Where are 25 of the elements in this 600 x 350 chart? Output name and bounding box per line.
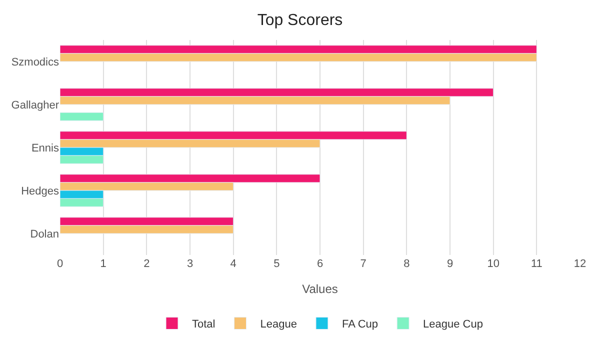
x-tick-label: 10	[487, 258, 500, 270]
x-tick-label: 2	[144, 258, 150, 270]
chart-title: Top Scorers	[257, 12, 343, 30]
y-tick-label: Gallagher	[11, 99, 60, 112]
y-tick-label: Hedges	[21, 185, 60, 198]
y-tick-label: Ennis	[31, 142, 60, 154]
x-tick-label: 4	[230, 258, 236, 270]
x-tick-label: 6	[316, 258, 324, 270]
legend-label: FA Cup	[342, 318, 378, 331]
y-tick-label: Dolan	[30, 228, 59, 240]
bar	[60, 112, 104, 121]
x-tick-label: 12	[574, 258, 586, 270]
x-axis-title: Values	[302, 282, 338, 296]
y-tick-label: Szmodics	[11, 56, 60, 68]
x-tick-label: 8	[404, 258, 410, 270]
x-tick-label: 3	[186, 258, 194, 270]
x-tick-label: 11	[530, 258, 542, 270]
x-tick-label: 9	[446, 258, 454, 270]
x-tick-label: 0	[56, 258, 64, 270]
legend-label: Total	[192, 318, 216, 331]
x-tick-label: 5	[274, 258, 280, 270]
x-tick-label: 7	[360, 258, 366, 270]
legend-label: League	[260, 318, 297, 331]
legend-label: League Cup	[423, 318, 483, 331]
x-tick-label: 1	[100, 258, 106, 270]
